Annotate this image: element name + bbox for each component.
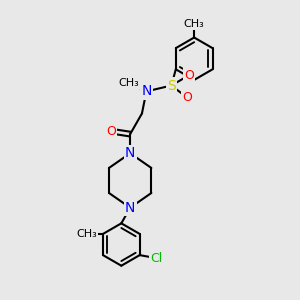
Text: CH₃: CH₃ — [118, 78, 139, 88]
Text: S: S — [167, 79, 176, 92]
Text: O: O — [184, 69, 194, 82]
Text: N: N — [125, 201, 135, 215]
Text: Cl: Cl — [150, 252, 162, 265]
Text: O: O — [106, 125, 116, 138]
Text: O: O — [183, 92, 193, 104]
Text: CH₃: CH₃ — [184, 19, 205, 29]
Text: N: N — [141, 84, 152, 98]
Text: N: N — [125, 146, 135, 160]
Text: CH₃: CH₃ — [76, 229, 97, 239]
